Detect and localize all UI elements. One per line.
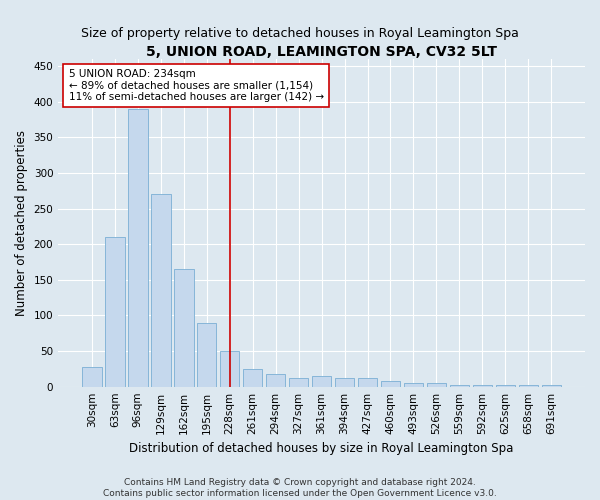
Bar <box>496 384 515 386</box>
Bar <box>243 369 262 386</box>
Y-axis label: Number of detached properties: Number of detached properties <box>15 130 28 316</box>
Text: 5 UNION ROAD: 234sqm
← 89% of detached houses are smaller (1,154)
11% of semi-de: 5 UNION ROAD: 234sqm ← 89% of detached h… <box>69 69 324 102</box>
Bar <box>128 109 148 386</box>
Title: 5, UNION ROAD, LEAMINGTON SPA, CV32 5LT: 5, UNION ROAD, LEAMINGTON SPA, CV32 5LT <box>146 45 497 59</box>
Bar <box>105 237 125 386</box>
X-axis label: Distribution of detached houses by size in Royal Leamington Spa: Distribution of detached houses by size … <box>130 442 514 455</box>
Bar <box>266 374 286 386</box>
Bar <box>174 269 194 386</box>
Bar <box>542 384 561 386</box>
Bar <box>289 378 308 386</box>
Bar <box>335 378 355 386</box>
Text: Contains HM Land Registry data © Crown copyright and database right 2024.
Contai: Contains HM Land Registry data © Crown c… <box>103 478 497 498</box>
Bar <box>197 322 217 386</box>
Bar <box>404 383 423 386</box>
Bar <box>381 381 400 386</box>
Bar <box>220 351 239 386</box>
Bar <box>151 194 170 386</box>
Bar <box>358 378 377 386</box>
Bar <box>82 366 101 386</box>
Bar <box>427 383 446 386</box>
Text: Size of property relative to detached houses in Royal Leamington Spa: Size of property relative to detached ho… <box>81 28 519 40</box>
Bar <box>312 376 331 386</box>
